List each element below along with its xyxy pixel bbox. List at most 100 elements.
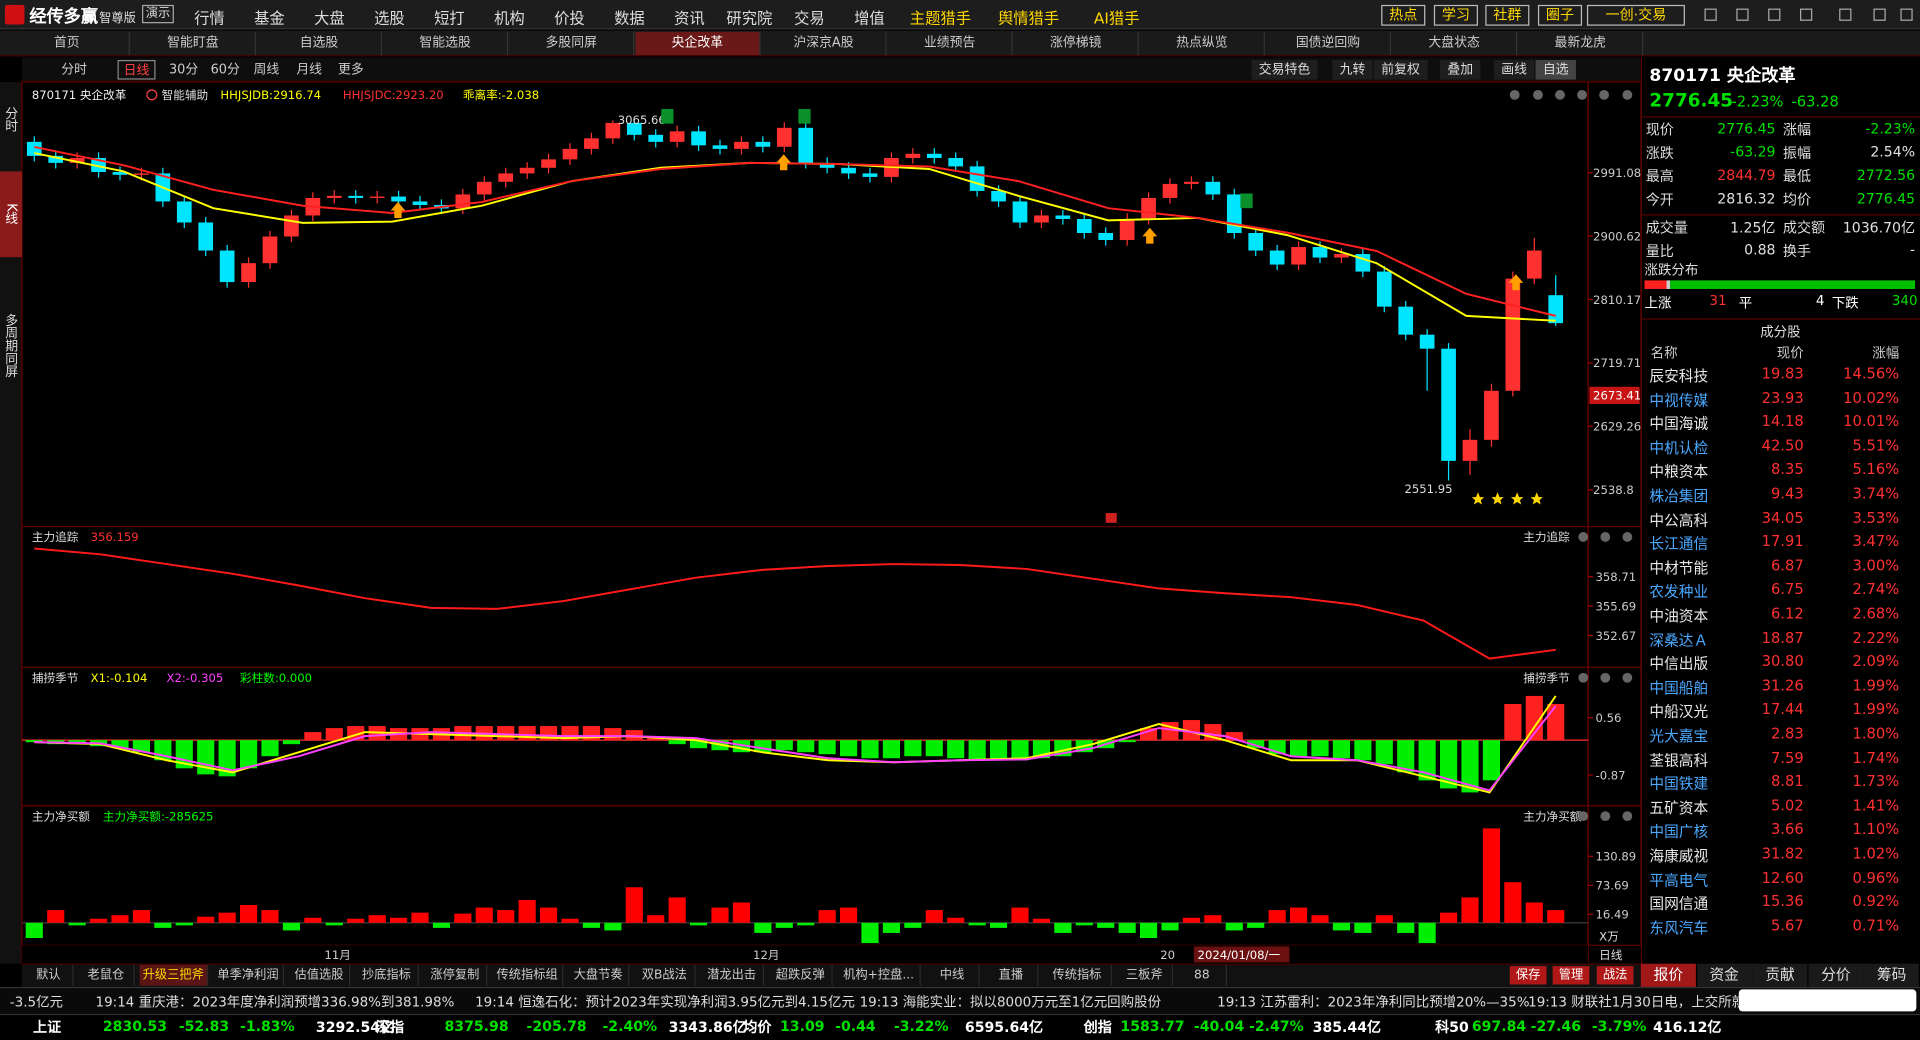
- quote-tab[interactable]: 报价: [1640, 963, 1696, 987]
- tool-button[interactable]: 前复权: [1373, 60, 1428, 80]
- indicator-tab[interactable]: 涨停复制: [424, 964, 488, 986]
- top-link[interactable]: 一创·交易: [1586, 4, 1685, 26]
- stock-name[interactable]: 中船汉光: [1649, 703, 1709, 721]
- stock-name[interactable]: 中油资本: [1649, 607, 1709, 625]
- indicator-tab[interactable]: 估值选股: [289, 964, 351, 986]
- window-button[interactable]: [1768, 8, 1781, 21]
- top-link[interactable]: 社群: [1485, 4, 1530, 26]
- stock-name[interactable]: 海康威视: [1649, 847, 1709, 865]
- period-button[interactable]: 分时: [61, 62, 87, 78]
- window-button[interactable]: [1900, 8, 1913, 21]
- menu-item[interactable]: 数据: [614, 8, 645, 27]
- indicator-tab[interactable]: 默认: [24, 964, 74, 986]
- indicator-tab[interactable]: 传统指标: [1043, 964, 1112, 986]
- indicator-tab[interactable]: 直播: [984, 964, 1039, 986]
- top-link[interactable]: 圈子: [1537, 4, 1583, 26]
- period-button[interactable]: 更多: [337, 62, 364, 78]
- stock-name[interactable]: 中国船舶: [1649, 679, 1709, 697]
- stock-name[interactable]: 辰安科技: [1649, 367, 1709, 385]
- tab[interactable]: 多股同屏: [509, 31, 635, 56]
- action-button[interactable]: 战法: [1596, 966, 1634, 985]
- indicator-tab[interactable]: 抄底指标: [355, 964, 419, 986]
- stock-name[interactable]: 国网信通: [1649, 895, 1709, 913]
- indicator-tab[interactable]: 三板斧: [1117, 964, 1174, 986]
- window-button[interactable]: [1800, 8, 1813, 21]
- indicator-tab[interactable]: 升级三把斧: [139, 964, 209, 986]
- menu-item[interactable]: 增值: [854, 8, 885, 27]
- quote-tab[interactable]: 贡献: [1752, 963, 1808, 987]
- tab[interactable]: 首页: [5, 31, 130, 56]
- tab[interactable]: 智能选股: [383, 31, 509, 56]
- quote-tab[interactable]: 分价: [1808, 963, 1864, 987]
- window-button[interactable]: [1736, 8, 1749, 21]
- side-tab[interactable]: K线: [0, 171, 23, 258]
- stock-name[interactable]: 中粮资本: [1649, 463, 1709, 481]
- tool-button[interactable]: 自选: [1535, 60, 1576, 80]
- period-button[interactable]: 30分: [168, 62, 199, 78]
- period-button[interactable]: 周线: [253, 62, 280, 78]
- menu-item[interactable]: 基金: [254, 8, 285, 27]
- side-tab[interactable]: 分时: [3, 105, 19, 132]
- indicator-tab[interactable]: 双B战法: [634, 964, 696, 986]
- stock-name[interactable]: 中信出版: [1649, 655, 1709, 673]
- stock-name[interactable]: 农发种业: [1649, 583, 1709, 601]
- stock-name[interactable]: 光大嘉宝: [1649, 727, 1709, 745]
- tab[interactable]: 央企改革: [635, 31, 761, 56]
- quote-tab[interactable]: 资金: [1696, 963, 1752, 987]
- stock-name[interactable]: 深桑达Ａ: [1649, 631, 1709, 649]
- stock-name[interactable]: 长江通信: [1649, 535, 1709, 553]
- stock-name[interactable]: 中国铁建: [1649, 775, 1709, 793]
- indicator-tab[interactable]: 机构+控盘...: [838, 964, 921, 986]
- menu-item[interactable]: 选股: [374, 8, 405, 27]
- stock-name[interactable]: 中材节能: [1649, 559, 1709, 577]
- stock-name[interactable]: 中国海诚: [1649, 415, 1709, 433]
- indicator-tab[interactable]: 中线: [926, 964, 980, 986]
- quote-tab[interactable]: 筹码: [1864, 963, 1920, 987]
- stock-name[interactable]: 荃银高科: [1649, 751, 1709, 769]
- stock-name[interactable]: 中视传媒: [1649, 391, 1709, 409]
- action-button[interactable]: 保存: [1509, 966, 1547, 985]
- menu-item[interactable]: 短打: [434, 8, 465, 27]
- tool-button[interactable]: 叠加: [1440, 60, 1481, 80]
- window-button[interactable]: [1839, 8, 1852, 21]
- tab[interactable]: 大盘状态: [1392, 31, 1518, 56]
- period-button[interactable]: 月线: [296, 62, 323, 78]
- stock-name[interactable]: 五矿资本: [1649, 799, 1709, 817]
- menu-item[interactable]: 研究院: [726, 8, 773, 27]
- menu-item[interactable]: 价投: [554, 8, 585, 27]
- stock-name[interactable]: 中公高科: [1649, 511, 1709, 529]
- indicator-tab[interactable]: 老鼠仓: [78, 964, 135, 986]
- tab[interactable]: 最新龙虎: [1518, 31, 1644, 56]
- news-item[interactable]: -3.5亿元: [9, 994, 64, 1011]
- side-tab[interactable]: 多周期同屏: [3, 313, 19, 379]
- period-button[interactable]: 日线: [117, 60, 156, 80]
- period-button[interactable]: 60分: [210, 62, 240, 78]
- menu-item[interactable]: 大盘: [314, 8, 345, 27]
- menu-hot[interactable]: 主题猎手: [909, 8, 972, 27]
- indicator-tab[interactable]: 超跌反弹: [769, 964, 833, 986]
- news-item[interactable]: 19:14 恒逸石化：预计2023年实现净利润3.95亿元到4.15亿元: [475, 994, 855, 1011]
- menu-hot[interactable]: 舆情猎手: [997, 8, 1060, 27]
- top-link[interactable]: 学习: [1433, 4, 1478, 26]
- stock-name[interactable]: 中国广核: [1649, 823, 1709, 841]
- tab[interactable]: 自选股: [257, 31, 383, 56]
- demo-badge[interactable]: 演示: [142, 4, 174, 24]
- indicator-tab[interactable]: 传统指标组: [492, 964, 564, 986]
- tab[interactable]: 智能盯盘: [131, 31, 256, 56]
- tool-button[interactable]: 九转: [1332, 60, 1373, 80]
- menu-item[interactable]: 交易: [794, 8, 825, 27]
- menu-item[interactable]: 资讯: [674, 8, 705, 27]
- news-item[interactable]: 19:13 海能实业：拟以8000万元至1亿元回购股份: [859, 994, 1162, 1011]
- indicator-tab[interactable]: 潜龙出击: [700, 964, 765, 986]
- indicator-tab[interactable]: 单季净利润: [213, 964, 285, 986]
- tab[interactable]: 沪深京A股: [762, 31, 887, 56]
- window-button[interactable]: [1873, 8, 1886, 21]
- tab[interactable]: 国债逆回购: [1266, 31, 1392, 56]
- news-item[interactable]: 19:14 重庆港：2023年度净利润预增336.98%到381.98%: [95, 994, 455, 1011]
- menu-item[interactable]: 机构: [494, 8, 525, 27]
- stock-name[interactable]: 东风汽车: [1649, 919, 1709, 937]
- indicator-tab[interactable]: 大盘节奏: [568, 964, 630, 986]
- tab[interactable]: 涨停梯镜: [1014, 31, 1139, 56]
- tool-button[interactable]: 交易特色: [1251, 60, 1318, 80]
- menu-hot[interactable]: AI猎手: [1093, 8, 1140, 27]
